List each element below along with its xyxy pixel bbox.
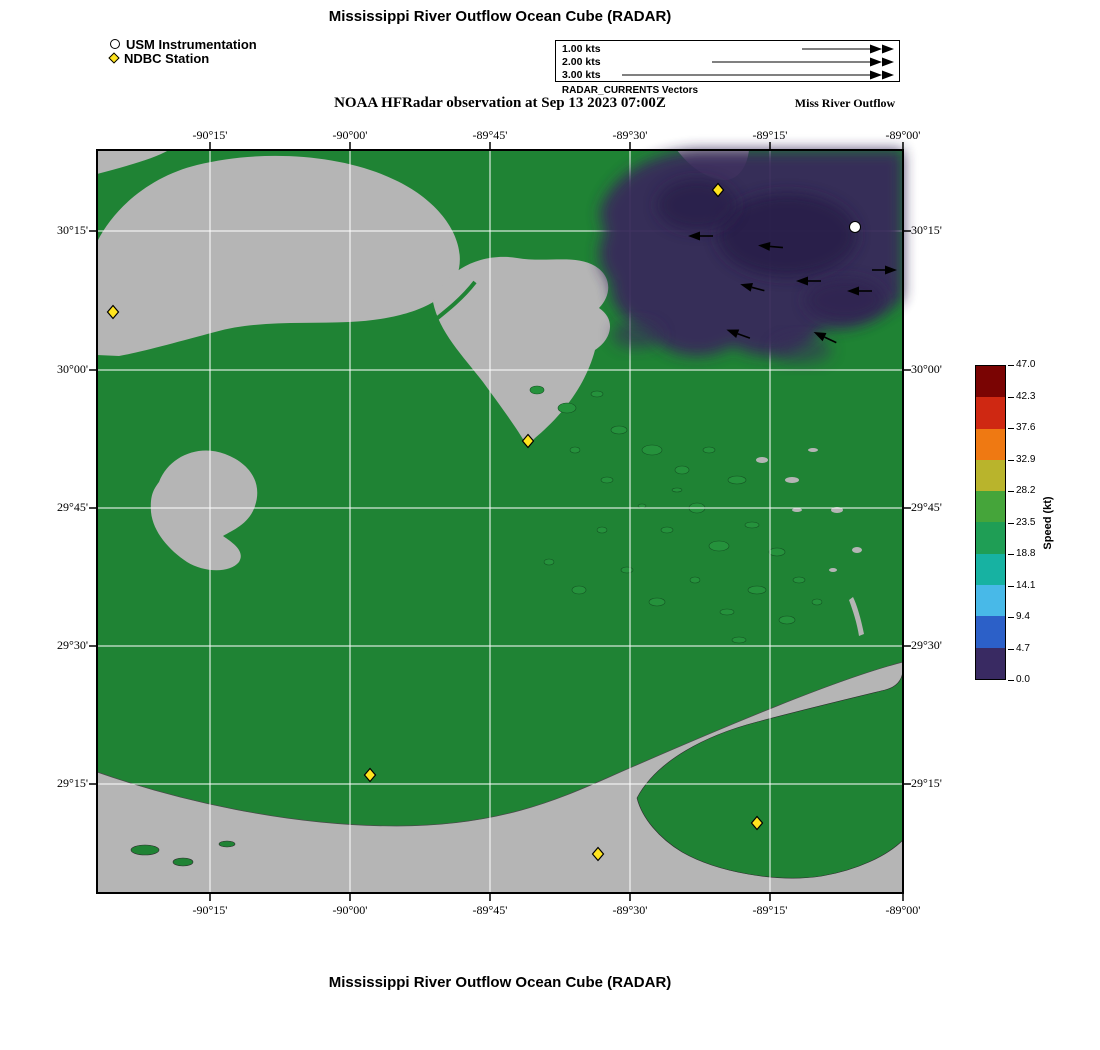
- vector-scale-caption: RADAR_CURRENTS Vectors: [561, 85, 699, 96]
- map-plot-area: [89, 142, 911, 901]
- colorbar-tick-label: 14.1: [1007, 580, 1036, 591]
- y-tick-label-right: 29°45': [911, 500, 942, 514]
- ndbc-station-markers: [106, 182, 764, 862]
- colorbar-segment: [976, 459, 1005, 492]
- legend-item-usm: USM Instrumentation: [110, 36, 257, 52]
- x-tick-label-bottom: -90°00': [332, 903, 368, 917]
- x-tick-label-bottom: -89°45': [472, 903, 508, 917]
- rigolets-channel: [423, 280, 477, 330]
- ndbc-station-marker: [363, 767, 377, 783]
- ndbc-station-marker: [711, 182, 725, 198]
- usm-circle-icon: [110, 39, 120, 49]
- ndbc-diamond-icon: [108, 52, 120, 64]
- axis-ticks: [89, 142, 911, 901]
- figure-title-top: Mississippi River Outflow Ocean Cube (RA…: [328, 8, 672, 25]
- colorbar-segment: [976, 397, 1005, 429]
- ndbc-station-marker: [750, 815, 764, 831]
- y-tick-label-right: 29°30': [911, 638, 942, 652]
- vector-scale-box: 1.00 kts 2.00 kts 3.00 kts: [555, 40, 900, 82]
- legend-item-ndbc: NDBC Station: [108, 50, 257, 66]
- y-tick-label-left: 29°15': [57, 776, 88, 790]
- colorbar-segment: [976, 491, 1005, 523]
- colorbar-segment: [976, 366, 1005, 398]
- y-tick-label-right: 30°15': [911, 223, 942, 237]
- colorbar-tick-label: 9.4: [1008, 611, 1030, 622]
- x-tick-label-top: -89°00': [885, 128, 921, 142]
- land-lake-pontchartrain-area: [97, 155, 460, 356]
- y-tick-label-left: 30°15': [57, 223, 88, 237]
- vector-scale-2kt-label: 2.00 kts: [562, 56, 601, 68]
- colorbar-tick-label: 42.3: [1007, 391, 1036, 402]
- x-tick-label-bottom: -89°30': [612, 903, 648, 917]
- colorbar-tick-label: 23.5: [1007, 517, 1036, 528]
- colorbar-segment: [976, 428, 1005, 460]
- map-legend: USM Instrumentation NDBC Station: [108, 36, 257, 66]
- region-label: Miss River Outflow: [794, 96, 896, 110]
- legend-ndbc-label: NDBC Station: [124, 50, 210, 66]
- x-tick-label-bottom: -90°15': [192, 903, 228, 917]
- colorbar-segment: [976, 522, 1005, 554]
- speed-colorbar: [975, 365, 1006, 680]
- current-vectors: [688, 231, 897, 344]
- land-small-lakes-blob: [150, 450, 258, 571]
- colorbar-axis-label: Speed (kt): [1042, 496, 1054, 550]
- usm-instrumentation-marker: [849, 221, 861, 233]
- barrier-island-sliver: [849, 597, 864, 636]
- colorbar-tick-label: 32.9: [1007, 454, 1036, 465]
- map-border: [96, 149, 904, 894]
- y-tick-label-left: 29°30': [57, 638, 88, 652]
- colorbar-tick-label: 28.2: [1007, 485, 1036, 496]
- colorbar-tick-label: 0.0: [1008, 674, 1030, 685]
- y-tick-label-right: 29°15': [911, 776, 942, 790]
- x-tick-label-bottom: -89°15': [752, 903, 788, 917]
- ndbc-station-marker: [521, 433, 535, 449]
- land-central-peninsula: [433, 256, 611, 446]
- marsh-speckles: [529, 385, 823, 644]
- x-tick-label-top: -90°15': [192, 128, 228, 142]
- colorbar-segment: [976, 616, 1005, 648]
- colorbar-segment: [976, 553, 1005, 586]
- observation-subtitle: NOAA HFRadar observation at Sep 13 2023 …: [334, 95, 666, 111]
- x-tick-label-top: -89°45': [472, 128, 508, 142]
- colorbar-tick-label: 37.6: [1007, 422, 1036, 433]
- y-tick-label-right: 30°00': [911, 362, 942, 376]
- x-tick-label-top: -89°15': [752, 128, 788, 142]
- island-speckles-gray: [756, 448, 862, 572]
- colorbar-tick-label: 4.7: [1008, 643, 1030, 654]
- x-tick-label-top: -90°00': [332, 128, 368, 142]
- legend-usm-label: USM Instrumentation: [126, 36, 257, 52]
- figure-title-bottom: Mississippi River Outflow Ocean Cube (RA…: [328, 974, 672, 991]
- colorbar-tick-label: 18.8: [1007, 548, 1036, 559]
- vector-scale-arrows: [622, 44, 894, 80]
- vector-scale-3kt-label: 3.00 kts: [562, 69, 601, 81]
- land-top-left-corner: [97, 150, 169, 174]
- ndbc-station-marker: [591, 846, 605, 862]
- map-svg: [89, 142, 911, 901]
- y-tick-label-left: 30°00': [57, 362, 88, 376]
- colorbar-segment: [976, 585, 1005, 617]
- x-tick-label-top: -89°30': [612, 128, 648, 142]
- colorbar-segment: [976, 647, 1005, 679]
- y-tick-label-left: 29°45': [57, 500, 88, 514]
- vector-scale-1kt-label: 1.00 kts: [562, 43, 601, 55]
- colorbar-tick-label: 47.0: [1007, 359, 1036, 370]
- x-tick-label-bottom: -89°00': [885, 903, 921, 917]
- ndbc-station-marker: [106, 304, 120, 320]
